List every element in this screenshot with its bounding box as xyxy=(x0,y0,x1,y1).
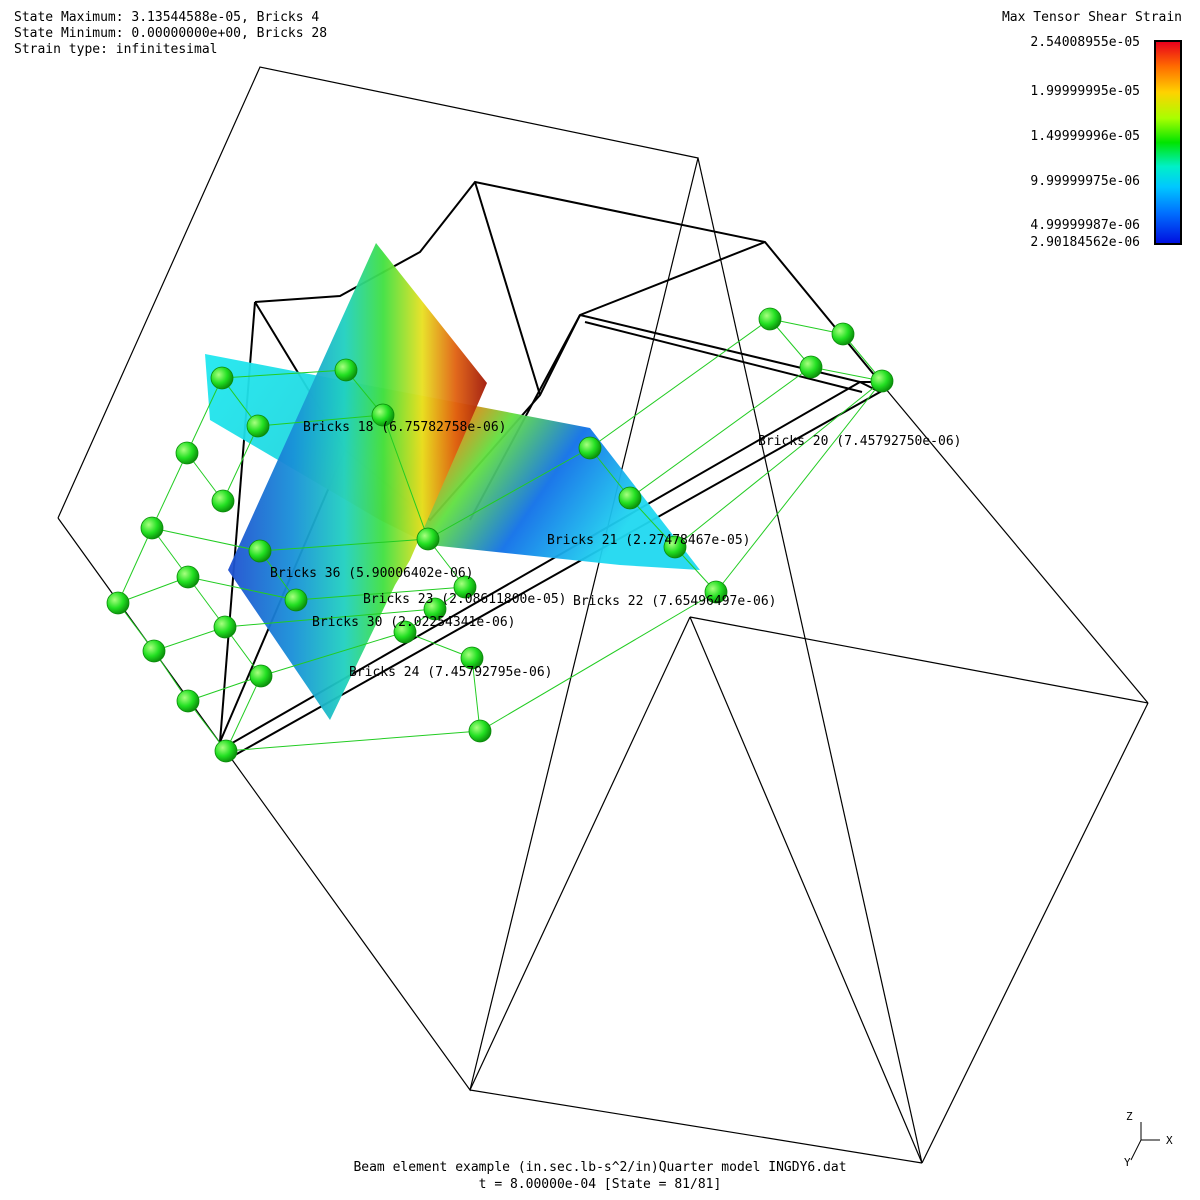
mesh-node[interactable] xyxy=(175,441,199,465)
mesh-node[interactable] xyxy=(213,615,237,639)
mesh-node[interactable] xyxy=(704,580,728,604)
axis-z-label: Z xyxy=(1126,1110,1133,1123)
mesh-node[interactable] xyxy=(578,436,602,460)
legend-title: Max Tensor Shear Strain xyxy=(1001,10,1182,25)
mesh-edge xyxy=(260,631,406,677)
mesh-edge xyxy=(259,538,429,552)
mesh-edge xyxy=(222,425,259,502)
mesh-edge xyxy=(427,447,591,540)
mesh-node[interactable] xyxy=(210,366,234,390)
mesh-edge xyxy=(117,576,189,604)
mesh-edge xyxy=(187,675,262,702)
mesh-node[interactable] xyxy=(393,620,417,644)
mesh-node[interactable] xyxy=(249,664,273,688)
mesh-edge xyxy=(295,586,466,601)
legend-tick: 4.99999987e-06 xyxy=(1030,218,1140,233)
mesh-node[interactable] xyxy=(460,646,484,670)
mesh-node[interactable] xyxy=(758,307,782,331)
mesh-edge xyxy=(224,608,436,628)
color-bar xyxy=(1154,40,1182,245)
mesh-edge xyxy=(187,576,297,601)
mesh-edge xyxy=(629,366,812,499)
mesh-edge xyxy=(715,380,883,593)
mesh-edge xyxy=(471,657,481,732)
mesh-edge xyxy=(225,730,481,752)
mesh-edge xyxy=(225,675,262,752)
mesh-edge xyxy=(810,366,883,382)
mesh-edge xyxy=(186,377,223,454)
legend-tick: 1.99999995e-05 xyxy=(1030,84,1140,99)
mesh-edge xyxy=(479,591,717,732)
mesh-edge xyxy=(589,318,771,449)
mesh-node[interactable] xyxy=(176,689,200,713)
mesh-node[interactable] xyxy=(799,355,823,379)
mesh-node[interactable] xyxy=(246,414,270,438)
mesh-edge xyxy=(404,631,473,659)
model-title: Beam element example (in.sec.lb-s^2/in)Q… xyxy=(353,1160,847,1175)
state-minimum: State Minimum: 0.00000000e+00, Bricks 28 xyxy=(14,26,328,41)
state-maximum: State Maximum: 3.13544588e-05, Bricks 4 xyxy=(14,10,320,25)
mesh-edge xyxy=(151,527,261,552)
mesh-node[interactable] xyxy=(284,588,308,612)
legend-tick: 2.54008955e-05 xyxy=(1030,35,1140,50)
mesh-edge xyxy=(153,626,226,652)
mesh-node[interactable] xyxy=(870,369,894,393)
mesh-node[interactable] xyxy=(618,486,642,510)
element-label: Bricks 18 (6.75782758e-06) xyxy=(303,420,507,435)
element-label: Bricks 24 (7.45792795e-06) xyxy=(349,665,553,680)
mesh-node[interactable] xyxy=(416,527,440,551)
mesh-edge xyxy=(769,318,844,335)
axis-triad xyxy=(1130,1122,1160,1161)
mesh-edge xyxy=(382,414,429,540)
mesh-node[interactable] xyxy=(423,597,447,621)
mesh-node[interactable] xyxy=(248,539,272,563)
element-label: Bricks 20 (7.45792750e-06) xyxy=(758,434,962,449)
mesh-nodes xyxy=(106,307,894,763)
legend-tick: 1.49999996e-05 xyxy=(1030,129,1140,144)
mesh-node[interactable] xyxy=(468,719,492,743)
mesh-node[interactable] xyxy=(453,575,477,599)
legend-tick: 9.99999975e-06 xyxy=(1030,174,1140,189)
mesh-node[interactable] xyxy=(334,358,358,382)
mesh-node[interactable] xyxy=(176,565,200,589)
mesh-node[interactable] xyxy=(663,535,687,559)
element-label: Bricks 22 (7.65496497e-06) xyxy=(573,594,777,609)
mesh-node[interactable] xyxy=(142,639,166,663)
strain-type: Strain type: infinitesimal xyxy=(14,42,218,57)
mesh-edge xyxy=(151,452,188,529)
axis-x-label: X xyxy=(1166,1134,1173,1147)
axis-y-label: Y xyxy=(1124,1156,1131,1169)
element-label: Bricks 30 (2.02254341e-06) xyxy=(312,615,516,630)
mesh-node[interactable] xyxy=(831,322,855,346)
element-label: Bricks 21 (2.27478467e-05) xyxy=(547,533,751,548)
bounding-box xyxy=(57,66,1149,1164)
mesh-edge xyxy=(117,527,153,604)
mesh-node[interactable] xyxy=(214,739,238,763)
time-state: t = 8.00000e-04 [State = 81/81] xyxy=(478,1177,722,1192)
element-label: Bricks 36 (5.90006402e-06) xyxy=(270,566,474,581)
mesh-edge xyxy=(221,369,347,379)
mesh-edge xyxy=(257,414,384,427)
mesh-node[interactable] xyxy=(140,516,164,540)
mesh-node[interactable] xyxy=(106,591,130,615)
mesh-node[interactable] xyxy=(371,403,395,427)
element-label: Bricks 23 (2.08611800e-05) xyxy=(363,592,567,607)
mesh-lines xyxy=(117,318,883,752)
mesh-node[interactable] xyxy=(211,489,235,513)
legend-tick: 2.90184562e-06 xyxy=(1030,235,1140,250)
mesh-edge xyxy=(674,380,883,548)
